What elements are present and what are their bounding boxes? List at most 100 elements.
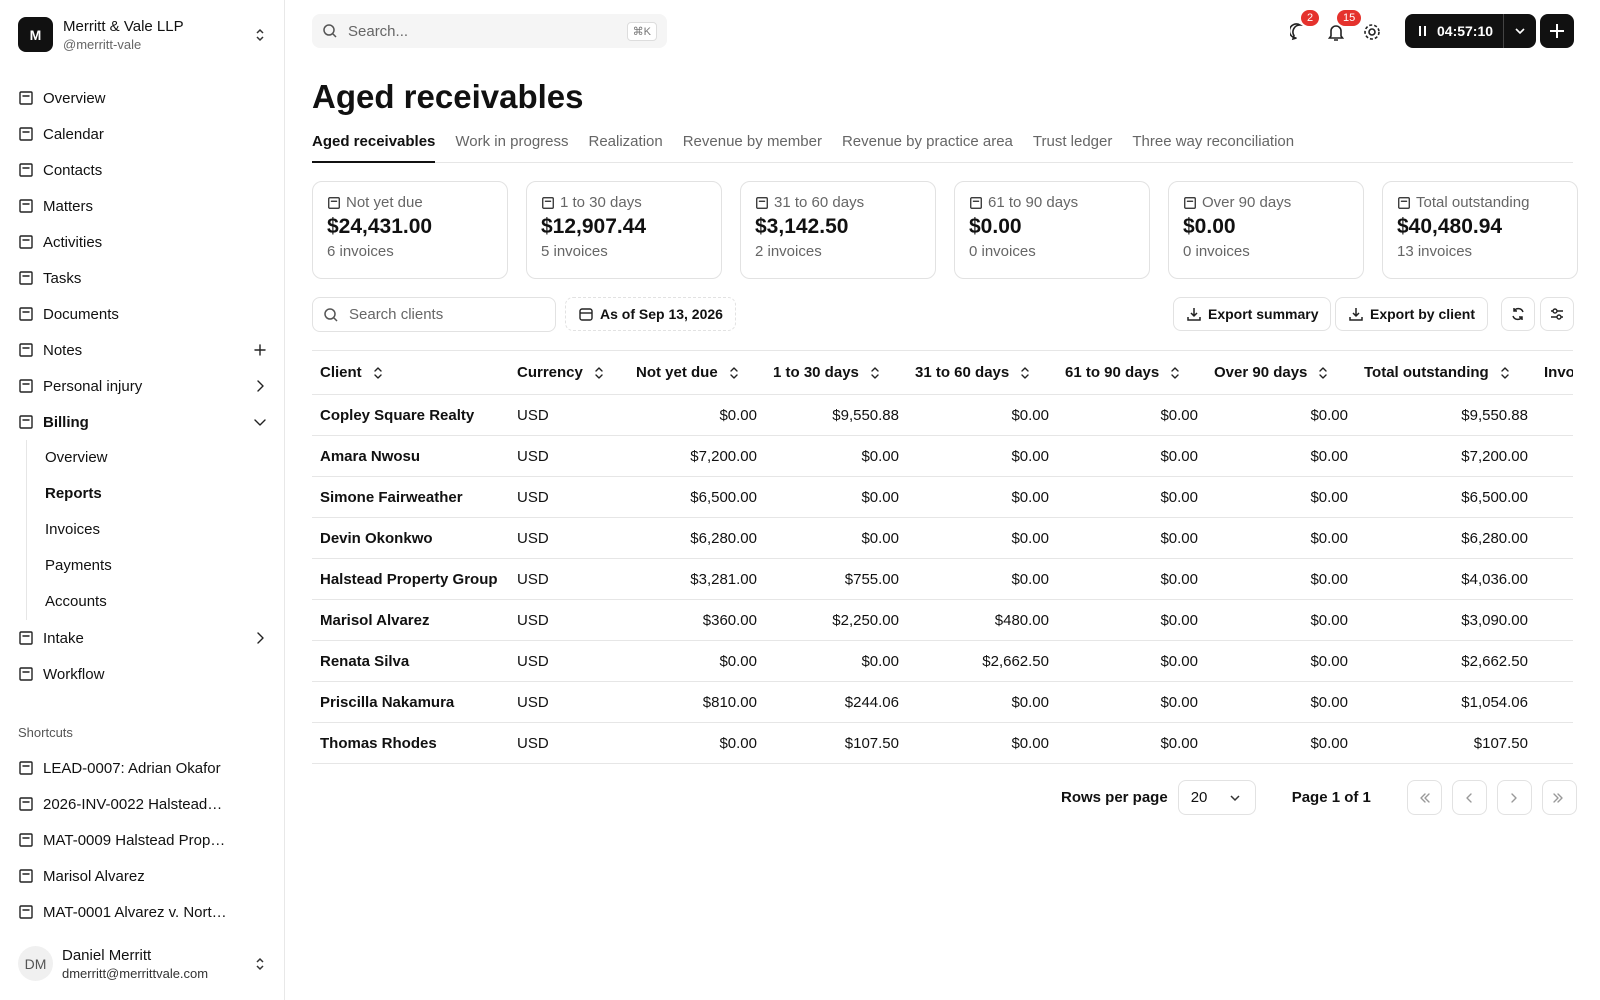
user-menu[interactable]: DM Daniel Merritt dmerritt@merrittvale.c… xyxy=(18,946,268,981)
add-button[interactable] xyxy=(1540,14,1574,48)
table-row[interactable]: Priscilla Nakamura USD $810.00 $244.06 $0.00… xyxy=(312,681,1573,723)
nav-item[interactable]: Tasks xyxy=(18,260,268,296)
view-options-button[interactable] xyxy=(1540,297,1574,331)
shortcut-icon xyxy=(19,905,33,919)
card-label: 1 to 30 days xyxy=(560,194,642,211)
org-switcher[interactable]: M Merritt & Vale LLP @merritt-vale xyxy=(18,17,268,52)
nav-item[interactable]: Overview xyxy=(18,80,268,116)
nav-right-icon xyxy=(257,632,264,644)
notifications-button[interactable]: 15 xyxy=(1326,10,1362,46)
table-row[interactable]: Simone Fairweather USD $6,500.00 $0.00 $0.00… xyxy=(312,476,1573,518)
table-cell: $0.00 xyxy=(1057,517,1206,559)
tab[interactable]: Revenue by practice area xyxy=(841,133,1013,150)
shortcut-item[interactable]: LEAD-0007: Adrian Okafor xyxy=(18,750,268,786)
summary-card: 31 to 60 days $3,142.50 2 invoices xyxy=(740,181,936,279)
date-picker[interactable]: As of Sep 13, 2026 xyxy=(565,297,736,331)
pager-button[interactable] xyxy=(1406,780,1442,815)
shortcut-item[interactable]: MAT-0001 Alvarez v. Nort… xyxy=(18,894,268,930)
tab[interactable]: Realization xyxy=(588,133,663,150)
summary-card: Over 90 days $0.00 0 invoices xyxy=(1168,181,1364,279)
nav-item[interactable]: Calendar xyxy=(18,116,268,152)
table-cell: $0.00 xyxy=(765,517,907,559)
subnav-item[interactable]: Overview xyxy=(45,449,108,466)
column-header[interactable]: 61 to 90 days xyxy=(1057,350,1206,395)
tab[interactable]: Work in progress xyxy=(455,133,569,150)
nav-item[interactable]: Notes xyxy=(18,332,268,368)
card-icon xyxy=(1398,196,1410,209)
card-icon xyxy=(756,196,768,209)
tab[interactable]: Revenue by member xyxy=(682,133,822,150)
timer[interactable]: 04:57:10 xyxy=(1405,14,1537,48)
pager-button[interactable] xyxy=(1541,780,1577,815)
table-row[interactable]: Devin Okonkwo USD $6,280.00 $0.00 $0.00 $0.00… xyxy=(312,517,1573,559)
table-row[interactable]: Halstead Property Group USD $3,281.00 $755.… xyxy=(312,558,1573,600)
card-amount: $40,480.94 xyxy=(1397,215,1503,238)
column-header[interactable]: 31 to 60 days xyxy=(907,350,1057,395)
shortcut-item[interactable]: MAT-0009 Halstead Prop… xyxy=(18,822,268,858)
bell-icon xyxy=(1327,25,1345,41)
table-cell: $6,500.00 xyxy=(1356,476,1536,518)
table-cell: USD xyxy=(509,435,628,477)
sort-icon xyxy=(1171,366,1179,379)
nav-plus-icon xyxy=(254,344,266,356)
nav-icon xyxy=(19,307,33,321)
table-cell: $480.00 xyxy=(907,599,1057,641)
table-row[interactable]: Thomas Rhodes USD $0.00 $107.50 $0.00 $0.00 $0… xyxy=(312,722,1573,764)
timer-menu[interactable] xyxy=(1512,23,1528,39)
nav-item[interactable]: Matters xyxy=(18,188,268,224)
shortcut-icon xyxy=(19,797,33,811)
tab[interactable]: Trust ledger xyxy=(1032,133,1113,150)
column-header[interactable]: Invo xyxy=(1536,350,1573,395)
client-search[interactable]: Search clients xyxy=(312,297,556,332)
table-cell: $0.00 xyxy=(907,558,1057,600)
sort-icon xyxy=(1319,366,1328,379)
messages-button[interactable]: 2 xyxy=(1288,10,1320,46)
pager-button[interactable] xyxy=(1451,780,1487,815)
nav-item[interactable]: Intake xyxy=(18,620,268,656)
card-header: 61 to 90 days xyxy=(969,194,1135,211)
table-cell: USD xyxy=(509,599,628,641)
nav-item[interactable]: Documents xyxy=(18,296,268,332)
tab[interactable]: Three way reconciliation xyxy=(1132,133,1295,150)
nav-item[interactable]: Billing xyxy=(18,404,268,440)
summary-card: Total outstanding $40,480.94 13 invoices xyxy=(1382,181,1578,279)
table-row[interactable]: Renata Silva USD $0.00 $0.00 $2,662.50 $0.00 $… xyxy=(312,640,1573,682)
table-cell: $3,281.00 xyxy=(628,558,765,600)
column-header[interactable]: Not yet due xyxy=(628,350,765,395)
column-label: 31 to 60 days xyxy=(915,364,1010,381)
table-cell: $0.00 xyxy=(907,476,1057,518)
column-header[interactable]: 1 to 30 days xyxy=(765,350,907,395)
nav-item[interactable]: Personal injury xyxy=(18,368,268,404)
global-search[interactable]: Search... ⌘K xyxy=(312,14,667,48)
subnav-item[interactable]: Invoices xyxy=(45,521,101,538)
nav-item[interactable]: Contacts xyxy=(18,152,268,188)
tab[interactable]: Aged receivables xyxy=(312,133,436,163)
shortcut-item[interactable]: Marisol Alvarez xyxy=(18,858,268,894)
column-header-content: 31 to 60 days xyxy=(915,364,1049,381)
nav-icon xyxy=(19,163,33,177)
pager-button[interactable] xyxy=(1496,780,1532,815)
subnav-item[interactable]: Reports xyxy=(45,485,102,502)
nav-label: Contacts xyxy=(43,161,103,179)
page-size-select[interactable]: 20 xyxy=(1177,780,1256,815)
table-row[interactable]: Copley Square Realty USD $0.00 $9,550.88 $0.… xyxy=(312,394,1573,436)
table-row[interactable]: Marisol Alvarez USD $360.00 $2,250.00 $480.0… xyxy=(312,599,1573,641)
column-header[interactable]: Currency xyxy=(509,350,628,395)
table-cell: Halstead Property Group xyxy=(312,558,509,600)
column-header[interactable]: Client xyxy=(312,350,509,395)
column-header[interactable]: Total outstanding xyxy=(1356,350,1536,395)
column-header[interactable]: Over 90 days xyxy=(1206,350,1356,395)
table-row[interactable]: Amara Nwosu USD $7,200.00 $0.00 $0.00 $0.00 $0… xyxy=(312,435,1573,477)
export-by-client-button[interactable]: Export by client xyxy=(1335,297,1489,331)
subnav-item[interactable]: Payments xyxy=(45,557,112,574)
nav-item[interactable]: Workflow xyxy=(18,656,268,692)
export-summary-button[interactable]: Export summary xyxy=(1173,297,1332,331)
shortcut-item[interactable]: 2026-INV-0022 Halstead… xyxy=(18,786,268,822)
refresh-button[interactable] xyxy=(1501,297,1535,331)
subnav-item[interactable]: Accounts xyxy=(45,593,107,610)
nav-label: Overview xyxy=(43,89,106,107)
settings-button[interactable] xyxy=(1362,22,1382,42)
nav-item[interactable]: Activities xyxy=(18,224,268,260)
table-cell: USD xyxy=(509,517,628,559)
table-cell: Amara Nwosu xyxy=(312,435,509,477)
